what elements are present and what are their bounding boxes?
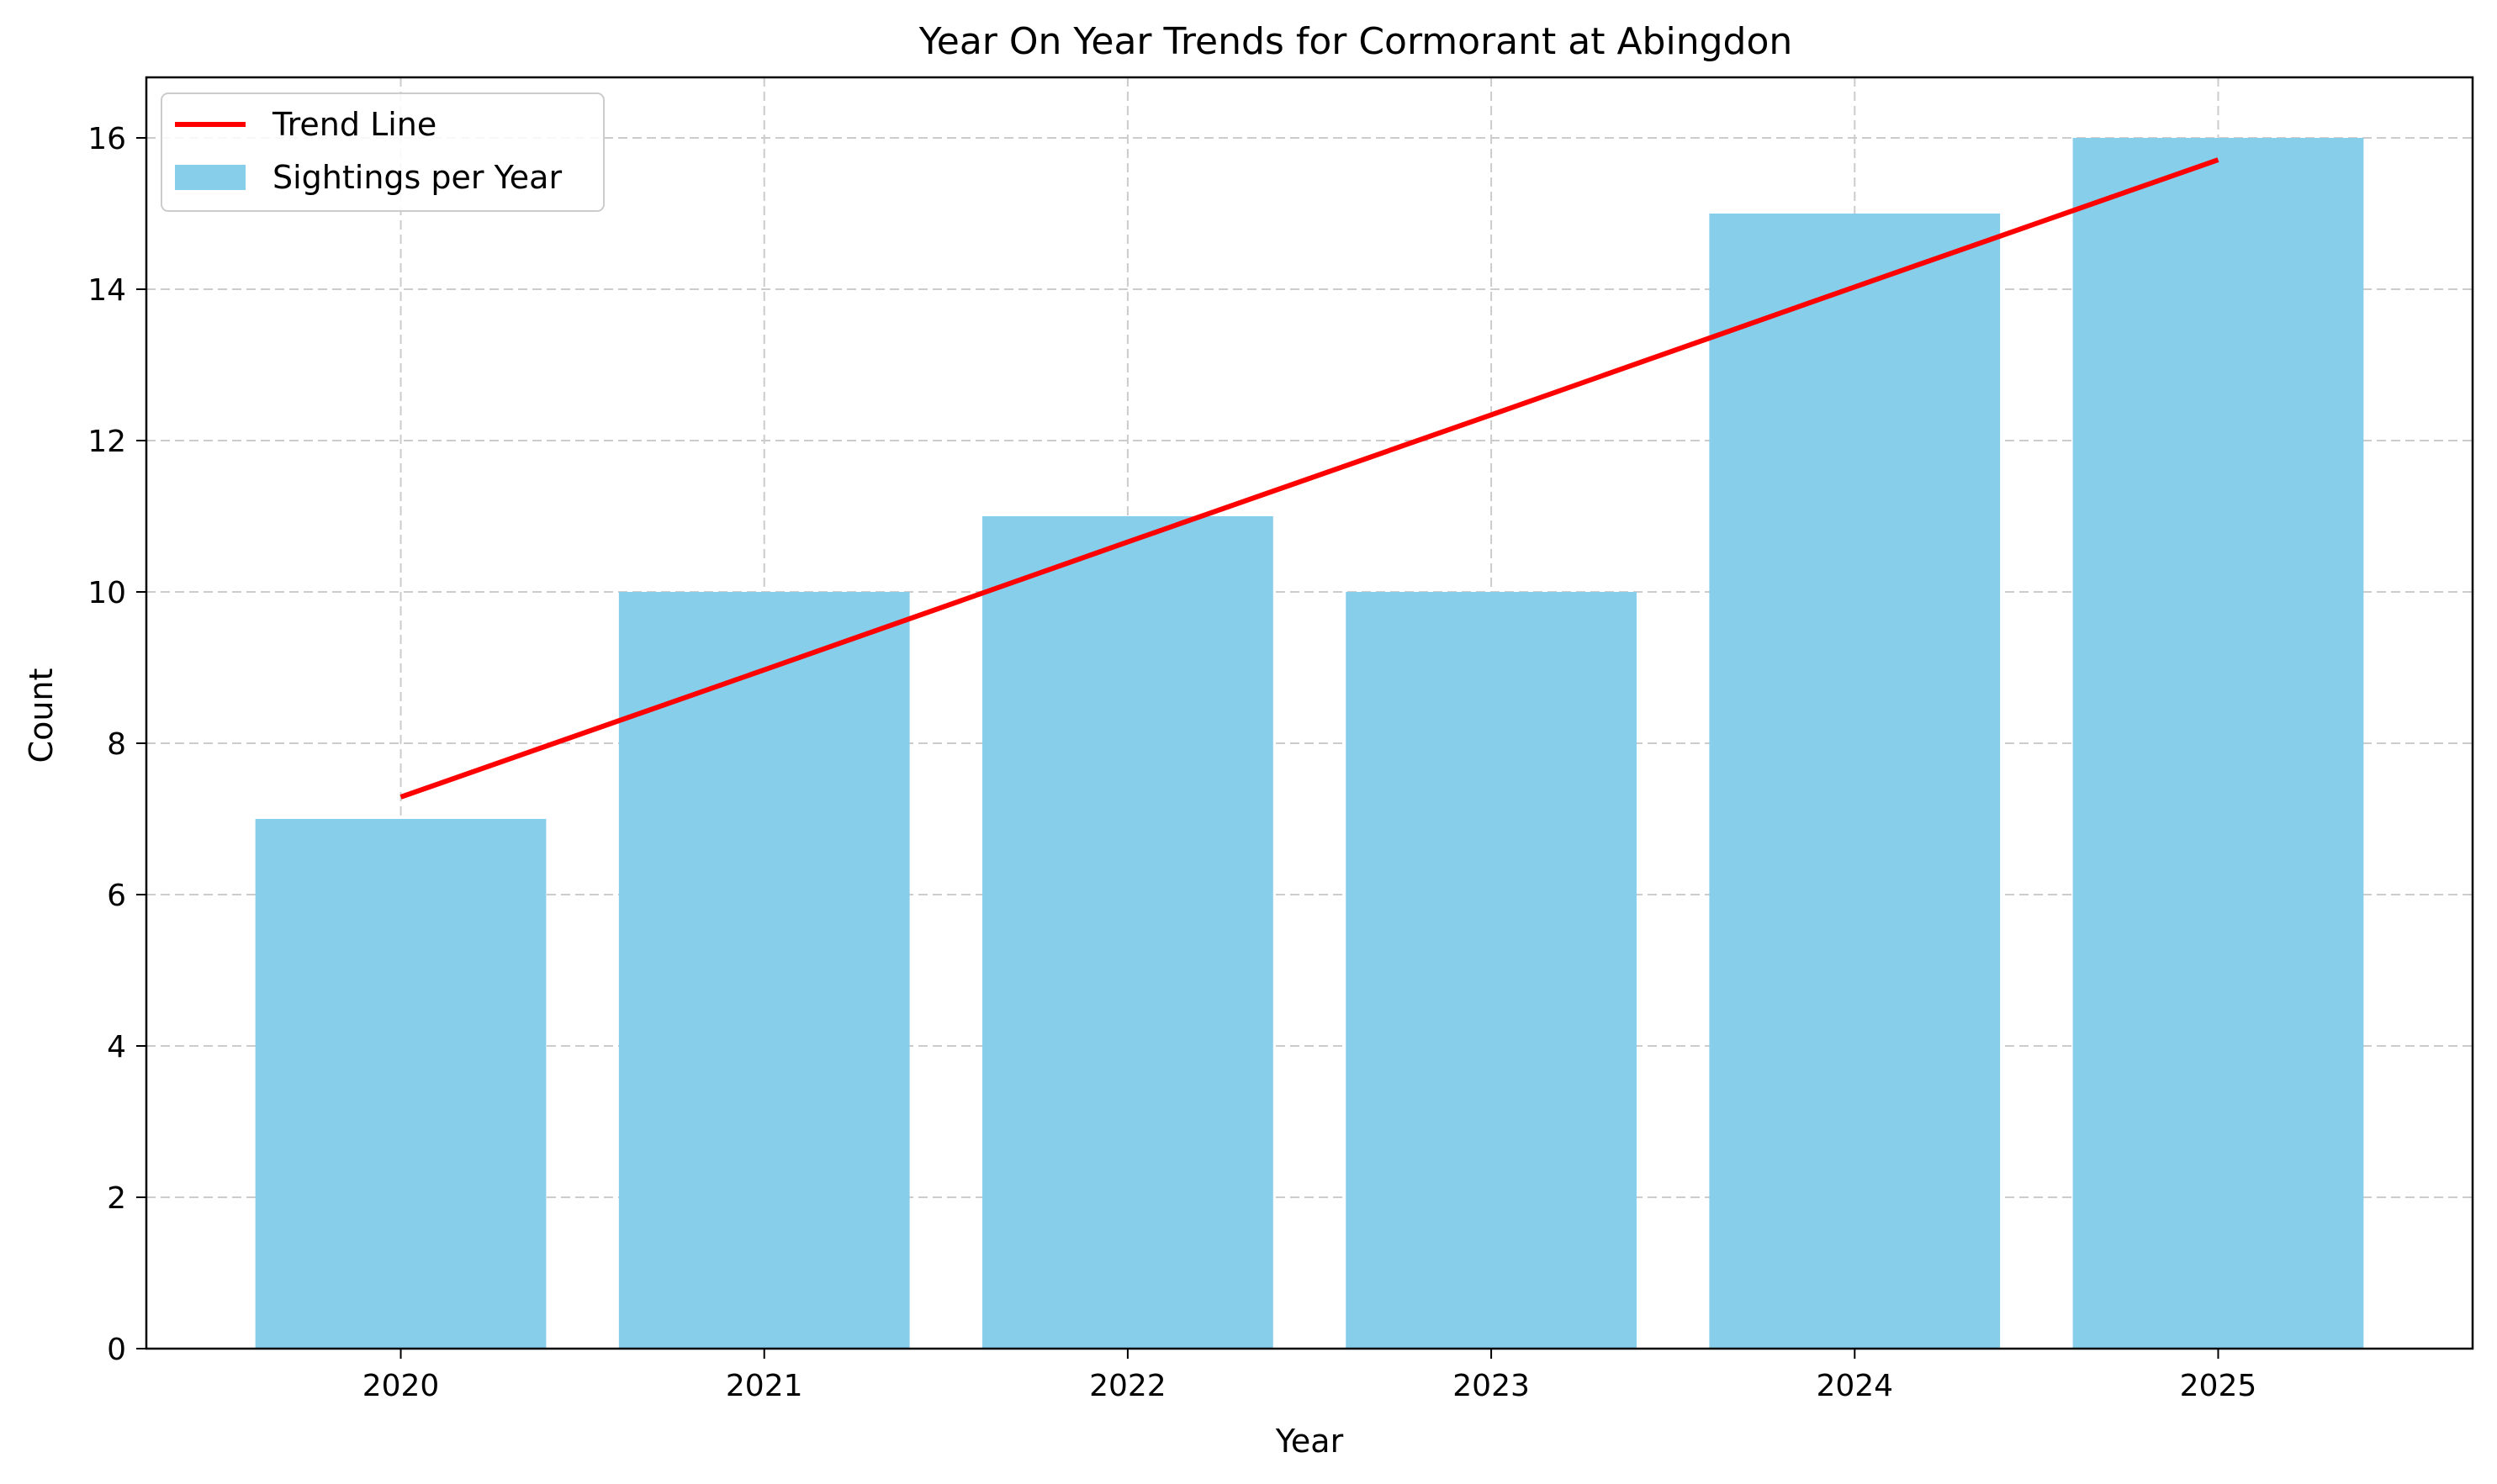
x-tick-label: 2022 <box>1089 1369 1167 1403</box>
bar-2024 <box>1709 214 2001 1349</box>
plot-frame <box>145 76 2474 1350</box>
bar-2022 <box>982 516 1273 1349</box>
x-tick-label: 2025 <box>2180 1369 2257 1403</box>
legend-box <box>161 92 605 212</box>
x-axis-label: Year <box>1275 1423 1344 1460</box>
legend-trend-line-label: Trend Line <box>272 106 436 143</box>
legend: Trend Line Sightings per Year <box>161 92 605 212</box>
y-tick-label: 0 <box>107 1333 126 1367</box>
y-tick-label: 4 <box>107 1030 126 1064</box>
bar-series <box>255 138 2364 1349</box>
y-tick-label: 12 <box>87 425 126 459</box>
chart-title: Year On Year Trends for Cormorant at Abi… <box>918 20 1793 63</box>
y-tick-label: 14 <box>87 273 126 308</box>
y-axis-label: Count <box>23 668 60 763</box>
y-tick-label: 10 <box>87 576 126 610</box>
x-tick-label: 2021 <box>726 1369 803 1403</box>
y-tick-label: 2 <box>107 1181 126 1216</box>
y-tick-label: 8 <box>107 727 126 762</box>
x-tick-label: 2024 <box>1816 1369 1893 1403</box>
legend-sightings-swatch <box>175 165 246 190</box>
trend-line <box>399 157 2219 800</box>
bar-2023 <box>1346 592 1637 1349</box>
bar-2025 <box>2072 138 2364 1349</box>
x-axis-ticks: 2020 2021 2022 2023 2024 2025 <box>362 1349 2257 1403</box>
y-axis-ticks: 0 2 4 6 8 10 12 14 16 <box>87 122 146 1367</box>
bar-2020 <box>255 819 547 1349</box>
y-tick-label: 16 <box>87 122 126 156</box>
legend-sightings-label: Sightings per Year <box>272 159 562 196</box>
trend-line-series <box>399 157 2219 800</box>
x-tick-label: 2020 <box>362 1369 440 1403</box>
y-tick-label: 6 <box>107 879 126 913</box>
x-tick-label: 2023 <box>1452 1369 1530 1403</box>
bar-2021 <box>618 592 910 1349</box>
